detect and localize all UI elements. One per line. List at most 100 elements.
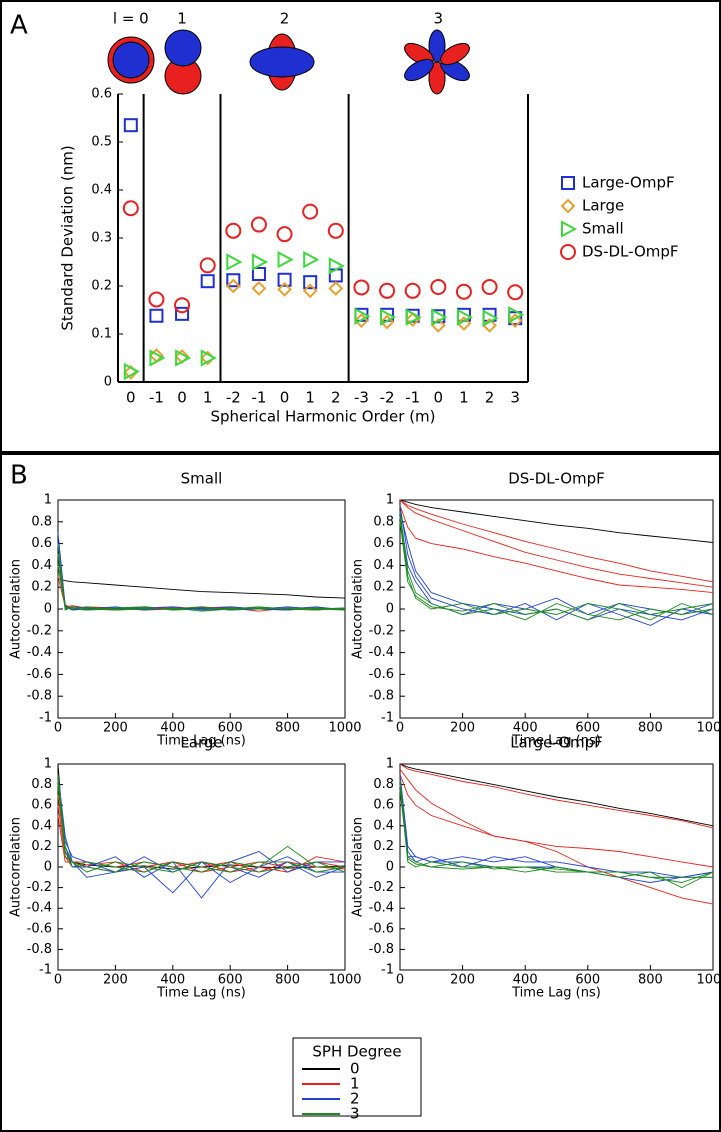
x-tick-label: 2	[485, 389, 495, 407]
group-label: 2	[280, 10, 290, 28]
autocorrelation-line	[57, 784, 346, 873]
marker	[122, 200, 139, 217]
autocorrelation-line	[399, 516, 714, 621]
marker	[175, 306, 190, 321]
autocorrelation-line	[57, 763, 346, 870]
x-tick-label: 1000	[696, 721, 721, 736]
y-tick-label: 0.8	[31, 514, 52, 529]
autocorrelation-line	[57, 774, 345, 873]
y-tick-label: 1	[386, 493, 394, 508]
group-label: l = 0	[113, 10, 149, 28]
group-label: 1	[177, 10, 187, 28]
x-tick-label: -1	[405, 389, 420, 407]
x-tick-label: 200	[450, 973, 475, 988]
marker	[251, 280, 267, 296]
y-tick-label: 0.6	[91, 87, 112, 102]
x-tick-label: 800	[275, 721, 300, 736]
x-tick-label: -1	[149, 389, 164, 407]
x-axis-label: Time Lag (ns)	[156, 734, 246, 749]
x-tick-label: 1	[203, 389, 213, 407]
y-tick-label: 1	[386, 757, 394, 772]
autocorrelation-line	[399, 774, 713, 883]
y-tick-label: 0.2	[373, 839, 394, 854]
marker	[225, 278, 241, 294]
x-tick-label: 1	[459, 389, 469, 407]
x-tick-label: 600	[575, 973, 600, 988]
legend-label: Large-OmpF	[582, 174, 675, 192]
marker	[225, 222, 242, 239]
legend-label: Small	[582, 220, 624, 238]
autocorrelation-line	[399, 516, 714, 615]
x-tick-label: 400	[160, 973, 185, 988]
x-tick-label: 400	[160, 721, 185, 736]
x-tick-label: 0	[396, 973, 404, 988]
legend-label: 0	[350, 1060, 360, 1078]
y-tick-label: 0.8	[31, 777, 52, 792]
x-tick-label: 1000	[696, 973, 721, 988]
x-tick-label: 800	[638, 973, 663, 988]
x-tick-label: -1	[251, 389, 266, 407]
autocorrelation-line	[399, 779, 714, 878]
x-tick-label: 0	[396, 721, 404, 736]
y-tick-label: 1	[44, 757, 52, 772]
y-tick-label: 0.4	[373, 818, 394, 833]
x-axis-label: Time Lag (ns)	[511, 734, 601, 749]
y-tick-label: -1	[381, 711, 394, 726]
y-tick-label: 0.5	[91, 135, 112, 150]
y-axis-label: Autocorrelation	[351, 817, 366, 917]
marker	[148, 291, 165, 308]
orbital-l0-inner	[112, 41, 150, 79]
autocorrelation-line	[399, 499, 714, 583]
marker	[226, 253, 243, 271]
marker	[277, 250, 294, 269]
marker	[251, 267, 266, 281]
y-tick-label: 0.4	[91, 183, 112, 198]
x-tick-label: -3	[354, 389, 369, 407]
x-tick-label: 1000	[328, 721, 361, 736]
autocorrelation-line	[57, 565, 345, 612]
legend-label: 3	[350, 1105, 360, 1123]
y-tick-label: 0.8	[373, 514, 394, 529]
marker	[507, 313, 523, 328]
y-tick-label: 0	[44, 860, 52, 875]
y-tick-label: 1	[44, 493, 52, 508]
x-tick-label: 800	[638, 721, 663, 736]
legend-marker	[561, 176, 575, 190]
y-tick-label: -0.4	[369, 901, 394, 916]
chart-title: Small	[181, 470, 223, 488]
x-tick-label: 0	[434, 389, 444, 407]
x-tick-label: -2	[226, 389, 241, 407]
marker	[380, 308, 397, 326]
autocorrelation-line	[399, 789, 713, 878]
x-axis-label: Time Lag (ns)	[156, 986, 246, 1001]
x-tick-label: 1	[305, 389, 315, 407]
autocorrelation-line	[57, 794, 346, 873]
autocorrelation-line	[57, 543, 346, 611]
y-tick-label: 0.2	[31, 580, 52, 595]
x-tick-label: 0	[126, 389, 136, 407]
panel-label: B	[10, 461, 28, 491]
legend-label: 2	[350, 1090, 360, 1108]
marker	[123, 362, 140, 381]
x-tick-label: 600	[575, 721, 600, 736]
autocorrelation-line	[399, 505, 714, 626]
marker	[507, 284, 524, 301]
y-tick-label: 0	[386, 860, 394, 875]
y-tick-label: 0.8	[373, 777, 394, 792]
x-tick-label: 0	[177, 389, 187, 407]
x-tick-label: 0	[280, 389, 290, 407]
marker	[226, 273, 241, 288]
y-axis-label: Autocorrelation	[351, 559, 366, 659]
marker	[303, 250, 320, 269]
marker	[199, 257, 216, 274]
y-tick-label: -0.2	[369, 880, 394, 895]
chart-title: Large-OmpF	[510, 734, 603, 752]
autocorrelation-line	[57, 565, 346, 611]
orbital-l2-lobe	[249, 46, 315, 78]
autocorrelation-line	[399, 763, 714, 827]
autocorrelation-line	[57, 543, 346, 612]
y-tick-label: 0.6	[31, 536, 52, 551]
legend-label: DS-DL-OmpF	[582, 243, 679, 261]
autocorrelation-line	[399, 774, 714, 868]
x-tick-label: 0	[54, 973, 62, 988]
